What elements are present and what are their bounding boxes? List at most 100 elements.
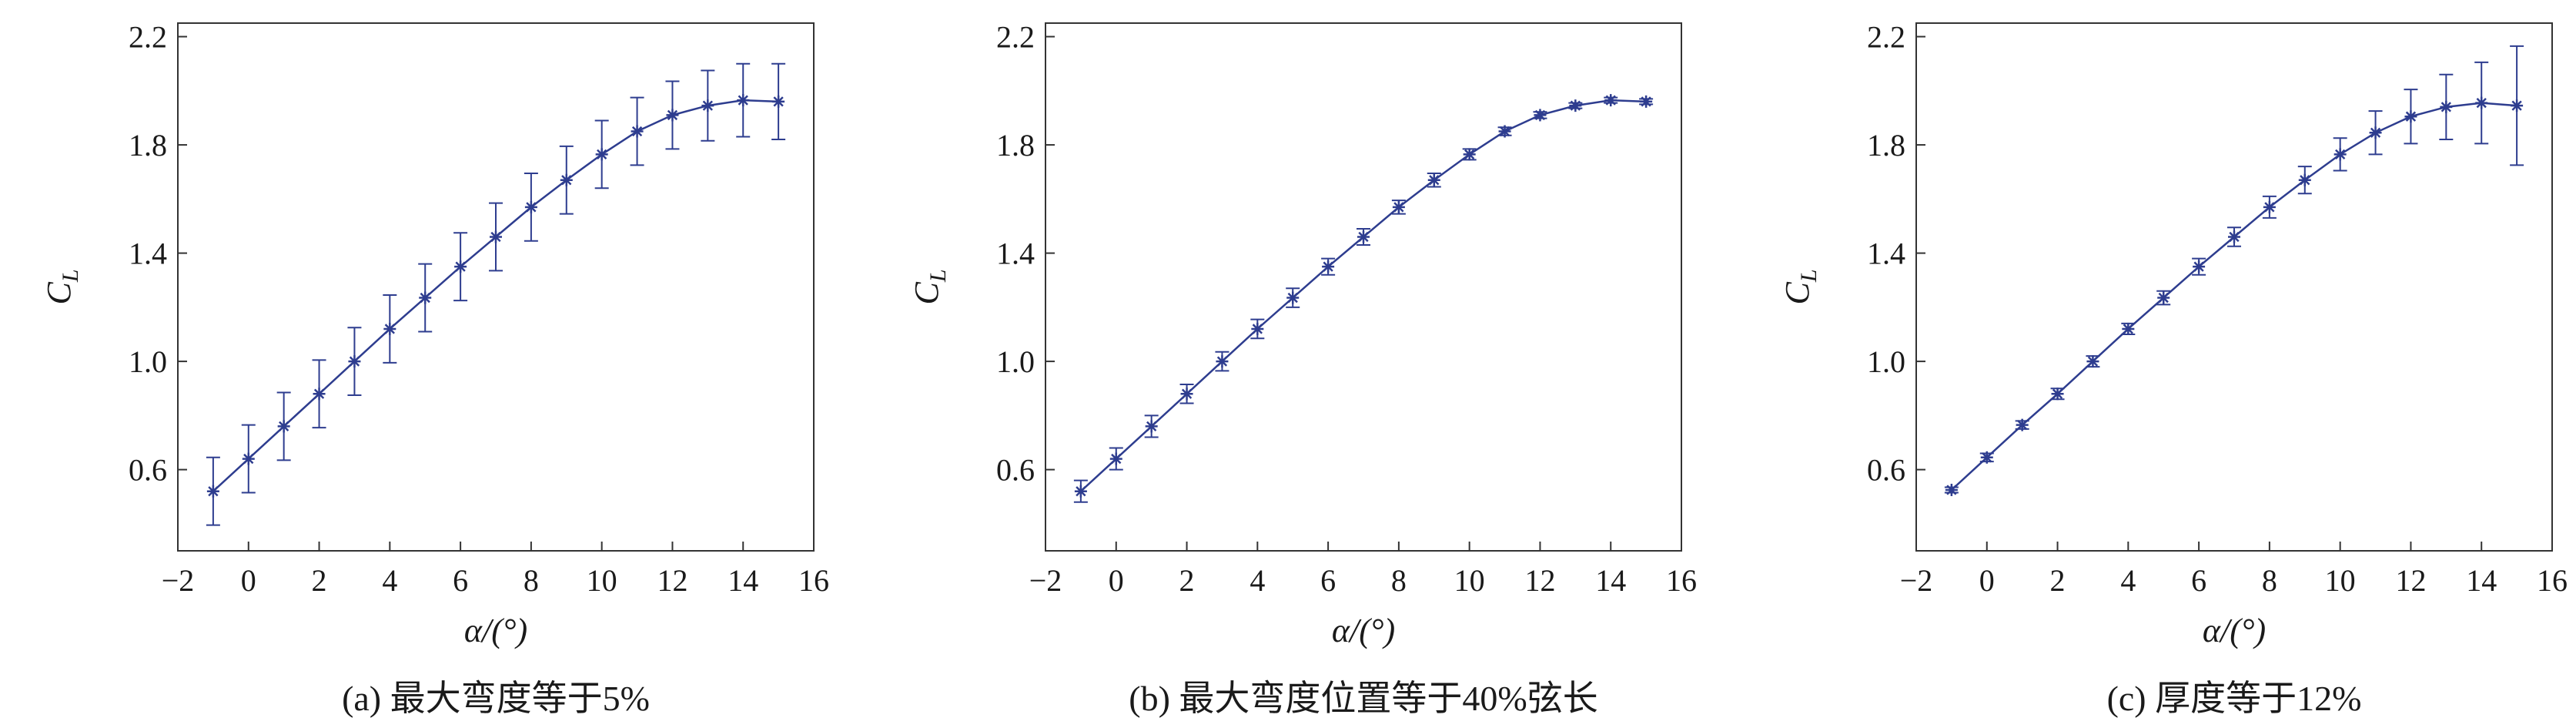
marker-stroke (1146, 421, 1157, 432)
y-tick-label: 1.0 (996, 344, 1035, 379)
marker-stroke (1252, 324, 1263, 334)
marker-stroke (1641, 96, 1651, 107)
data-point-marker (1145, 420, 1158, 433)
x-tick-label: 2 (2050, 563, 2066, 598)
data-point-marker (2298, 173, 2311, 186)
marker-stroke (1534, 109, 1546, 121)
plot-frame (1915, 22, 2553, 552)
x-tick-label: 16 (1666, 563, 1697, 598)
data-point-marker (242, 452, 255, 465)
marker-stroke (313, 388, 325, 399)
data-point-marker (1357, 230, 1370, 243)
data-point-marker (2511, 99, 2524, 112)
y-tick-label: 1.4 (996, 237, 1035, 271)
x-tick-label: 0 (1109, 563, 1124, 598)
marker-stroke (1323, 261, 1333, 272)
y-tick-label: 1.8 (996, 128, 1035, 163)
y-tick-label: 1.4 (1867, 237, 1905, 271)
data-point-marker (2051, 387, 2064, 401)
marker-stroke (597, 149, 607, 160)
marker-stroke (1287, 292, 1298, 304)
data-point-marker (2193, 260, 2206, 273)
marker-stroke (420, 292, 430, 304)
x-tick-label: 6 (1320, 563, 1336, 598)
x-tick-label: 12 (1524, 563, 1555, 598)
data-point-marker (1604, 94, 1618, 107)
data-point-marker (1286, 291, 1300, 304)
data-point-marker (454, 260, 467, 273)
y-tick-label: 0.6 (996, 453, 1035, 488)
data-point-marker (383, 322, 396, 335)
marker-stroke (2300, 175, 2310, 186)
marker-stroke (1464, 149, 1475, 160)
y-tick-label: 1.4 (129, 237, 167, 271)
marker-stroke (2017, 420, 2028, 431)
data-point-marker (1392, 200, 1405, 213)
x-tick-label: 0 (241, 563, 256, 598)
marker-stroke (490, 231, 501, 243)
data-point-marker (1109, 452, 1122, 465)
x-tick-label: 14 (728, 563, 758, 598)
marker-stroke (2052, 388, 2063, 399)
chart-caption: (a) 最大弯度等于5% (342, 679, 650, 718)
data-point-marker (2122, 322, 2135, 335)
marker-stroke (384, 324, 395, 334)
x-axis-label: α/(°) (2203, 612, 2266, 649)
marker-stroke (1076, 486, 1086, 497)
data-point-marker (2369, 126, 2382, 139)
y-tick-label: 1.0 (129, 344, 167, 379)
marker-stroke (2370, 127, 2381, 138)
data-point-marker (1534, 109, 1547, 122)
chart-caption: (c) 厚度等于12% (2107, 679, 2362, 718)
marker-stroke (1216, 356, 1228, 367)
x-tick-label: 2 (1179, 563, 1195, 598)
x-axis-label: α/(°) (464, 612, 527, 649)
y-axis-label-subscript: L (1796, 269, 1822, 283)
data-point-marker (2404, 110, 2417, 123)
marker-stroke (1429, 175, 1440, 186)
data-point-marker (1498, 125, 1511, 138)
marker-stroke (1605, 95, 1616, 106)
chart-panel: −2 0 2 4 6 8 10 12 14 16 0.6 1.0 1.4 1.8 2.2 α/(°) CL (c)… (1778, 20, 2568, 718)
x-tick-label: 12 (657, 563, 687, 598)
marker-stroke (561, 175, 572, 186)
x-tick-label: 10 (1454, 563, 1485, 598)
y-axis-label: CL (40, 269, 83, 304)
x-tick-label: 16 (2537, 563, 2568, 598)
chart-caption: (b) 最大弯度位置等于40%弦长 (1129, 679, 1597, 718)
data-point-marker (2333, 148, 2347, 161)
data-point-marker (348, 355, 361, 368)
plot-frame (1045, 22, 1682, 552)
y-tick-label: 1.8 (1867, 128, 1905, 163)
x-tick-label: 14 (1595, 563, 1626, 598)
data-point-marker (1216, 355, 1229, 368)
marker-stroke (2405, 111, 2417, 122)
x-tick-label: 2 (312, 563, 327, 598)
x-tick-label: 4 (382, 563, 397, 598)
data-point-marker (772, 95, 785, 108)
data-point-marker (490, 230, 502, 243)
marker-stroke (279, 421, 289, 432)
marker-stroke (1570, 100, 1581, 111)
x-tick-label: 12 (2395, 563, 2426, 598)
marker-stroke (2123, 324, 2133, 334)
data-point-marker (2263, 200, 2276, 213)
marker-stroke (2087, 356, 2099, 367)
data-point-marker (560, 173, 573, 186)
marker-stroke (2441, 102, 2451, 112)
data-point-marker (2157, 291, 2170, 304)
marker-stroke (2335, 149, 2346, 160)
y-axis-label-main: C (908, 282, 945, 305)
data-point-marker (2475, 96, 2488, 109)
data-point-marker (1322, 260, 1335, 273)
data-point-marker (524, 200, 537, 213)
marker-stroke (1982, 452, 1992, 463)
data-point-marker (737, 94, 750, 107)
x-axis-label: α/(°) (1332, 612, 1395, 649)
x-tick-label: −2 (162, 563, 195, 598)
y-tick-label: 0.6 (129, 453, 167, 488)
data-point-marker (595, 148, 608, 161)
x-tick-label: 8 (1391, 563, 1407, 598)
marker-stroke (702, 100, 713, 111)
